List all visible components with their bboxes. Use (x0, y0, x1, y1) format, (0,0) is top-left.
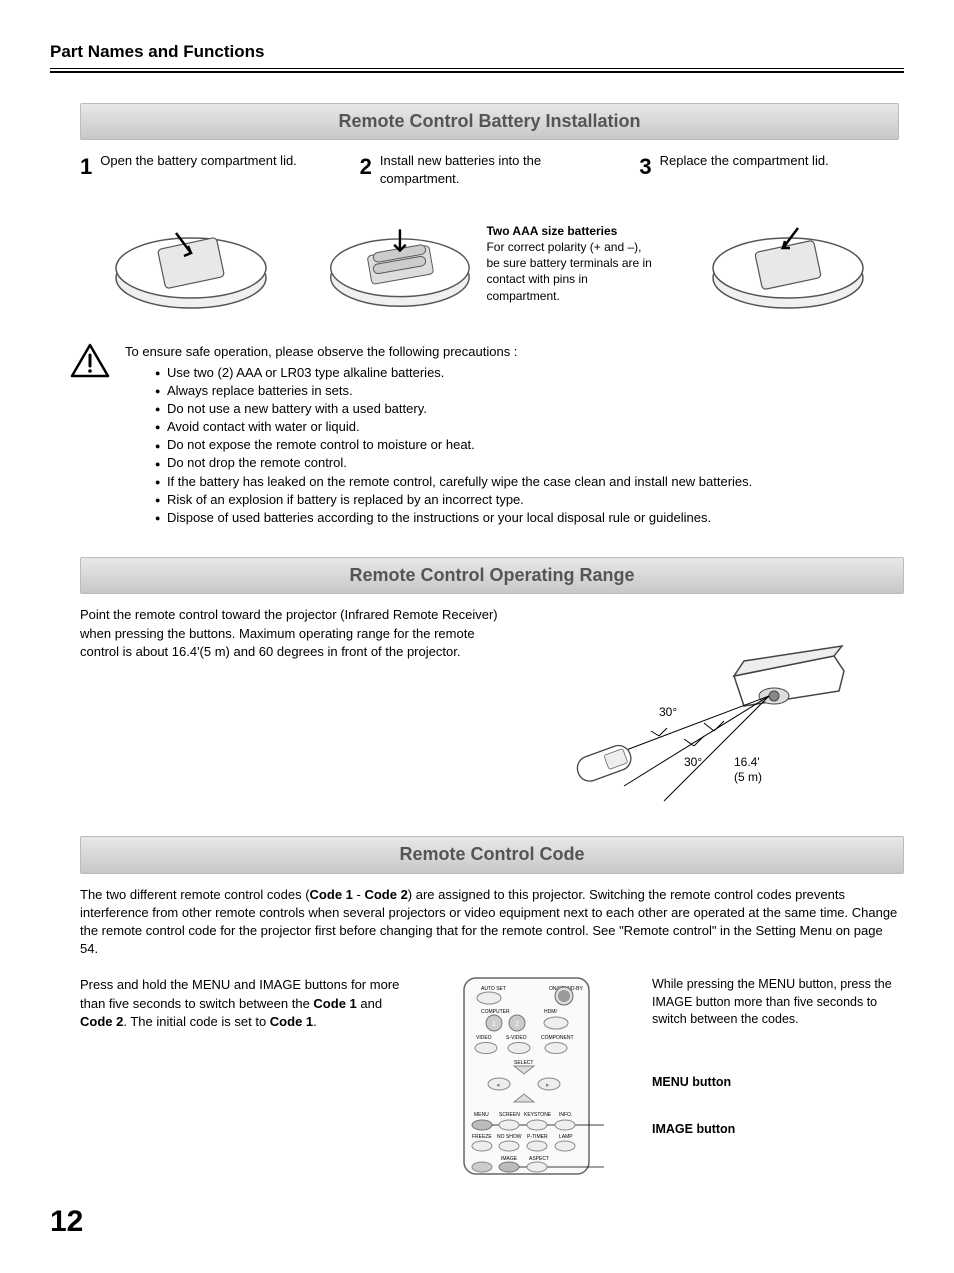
warning-icon (70, 343, 110, 527)
svg-text:COMPONENT: COMPONENT (541, 1035, 574, 1041)
code-left-and: and (357, 996, 382, 1011)
precautions-intro: To ensure safe operation, please observe… (125, 343, 904, 361)
code-intro-pre: The two different remote control codes ( (80, 887, 310, 902)
svg-text:KEYSTONE: KEYSTONE (524, 1112, 552, 1118)
precaution-item: Dispose of used batteries according to t… (155, 509, 904, 527)
svg-text:1: 1 (492, 1021, 496, 1028)
step-text: Replace the compartment lid. (660, 152, 829, 170)
code-left-text: Press and hold the MENU and IMAGE button… (80, 976, 416, 1031)
battery-note-body: For correct polarity (+ and –), be sure … (486, 239, 656, 304)
step-num: 3 (639, 152, 651, 183)
svg-text:HDMI: HDMI (544, 1009, 557, 1015)
battery-img-1 (80, 203, 303, 323)
code-2-label: Code 2 (80, 1014, 123, 1029)
precautions-list: Use two (2) AAA or LR03 type alkaline ba… (125, 364, 904, 528)
svg-text:INFO.: INFO. (559, 1112, 572, 1118)
svg-text:FREEZE: FREEZE (472, 1134, 492, 1140)
precaution-item: Always replace batteries in sets. (155, 382, 904, 400)
battery-images-row: Two AAA size batteries For correct polar… (80, 203, 899, 323)
precaution-item: Do not drop the remote control. (155, 454, 904, 472)
angle-label: 30° (659, 705, 677, 719)
battery-img-3 (676, 203, 899, 323)
step-3: 3 Replace the compartment lid. (639, 152, 899, 188)
svg-text:P-TIMER: P-TIMER (527, 1134, 548, 1140)
svg-text:ASPECT: ASPECT (529, 1156, 549, 1162)
code-right-column: While pressing the MENU button, press th… (652, 976, 904, 1139)
battery-note-title: Two AAA size batteries (486, 223, 656, 239)
svg-text:SCREEN: SCREEN (499, 1112, 520, 1118)
battery-note: Two AAA size batteries For correct polar… (486, 223, 656, 304)
remote-diagram: AUTO SET ON/STAND-BY COMPUTER HDMI 1 2 V… (436, 976, 632, 1176)
range-row: Point the remote control toward the proj… (80, 606, 904, 806)
section-title-code: Remote Control Code (80, 836, 904, 873)
code-intro: The two different remote control codes (… (80, 886, 904, 959)
code-1-label: Code 1 (270, 1014, 313, 1029)
range-diagram: 30° 30° 16.4' (5 m) (524, 606, 904, 806)
step-text: Install new batteries into the compartme… (380, 152, 619, 188)
svg-text:S-VIDEO: S-VIDEO (506, 1035, 527, 1041)
steps-row: 1 Open the battery compartment lid. 2 In… (80, 152, 899, 188)
step-num: 2 (360, 152, 372, 183)
code-dash: - (353, 887, 365, 902)
svg-text:SELECT: SELECT (514, 1060, 533, 1066)
svg-text:◂: ◂ (496, 1082, 500, 1089)
code-left-post: . The initial code is set to (123, 1014, 269, 1029)
code-1-label: Code 1 (313, 996, 356, 1011)
code-1-label: Code 1 (310, 887, 353, 902)
step-2: 2 Install new batteries into the compart… (360, 152, 620, 188)
section-title-range: Remote Control Operating Range (80, 557, 904, 594)
image-button-label: IMAGE button (652, 1121, 904, 1139)
page-number: 12 (50, 1201, 904, 1243)
svg-text:2: 2 (515, 1021, 519, 1028)
precautions: To ensure safe operation, please observe… (50, 343, 904, 527)
svg-text:NO SHOW: NO SHOW (497, 1134, 522, 1140)
menu-button-label: MENU button (652, 1074, 904, 1092)
page-header: Part Names and Functions (50, 40, 904, 69)
svg-text:AUTO SET: AUTO SET (481, 986, 506, 992)
code-2-label: Code 2 (364, 887, 407, 902)
precaution-item: If the battery has leaked on the remote … (155, 473, 904, 491)
distance-sub-label: (5 m) (734, 770, 762, 784)
svg-text:COMPUTER: COMPUTER (481, 1009, 510, 1015)
code-row: Press and hold the MENU and IMAGE button… (80, 976, 904, 1176)
precaution-item: Do not use a new battery with a used bat… (155, 400, 904, 418)
distance-label: 16.4' (734, 755, 760, 769)
range-text: Point the remote control toward the proj… (80, 606, 499, 806)
svg-text:IMAGE: IMAGE (501, 1156, 518, 1162)
svg-text:▸: ▸ (546, 1082, 550, 1089)
step-1: 1 Open the battery compartment lid. (80, 152, 340, 188)
code-right-text: While pressing the MENU button, press th… (652, 976, 904, 1029)
svg-text:VIDEO: VIDEO (476, 1035, 492, 1041)
svg-text:MENU: MENU (474, 1112, 489, 1118)
precaution-item: Use two (2) AAA or LR03 type alkaline ba… (155, 364, 904, 382)
section-title-battery: Remote Control Battery Installation (80, 103, 899, 140)
precaution-item: Risk of an explosion if battery is repla… (155, 491, 904, 509)
svg-text:LAMP: LAMP (559, 1134, 573, 1140)
step-text: Open the battery compartment lid. (100, 152, 297, 170)
precaution-item: Do not expose the remote control to mois… (155, 436, 904, 454)
angle-label: 30° (684, 755, 702, 769)
header-rule (50, 71, 904, 73)
step-num: 1 (80, 152, 92, 183)
battery-img-2-wrap: Two AAA size batteries For correct polar… (323, 203, 657, 323)
precaution-item: Avoid contact with water or liquid. (155, 418, 904, 436)
code-left-end: . (313, 1014, 317, 1029)
